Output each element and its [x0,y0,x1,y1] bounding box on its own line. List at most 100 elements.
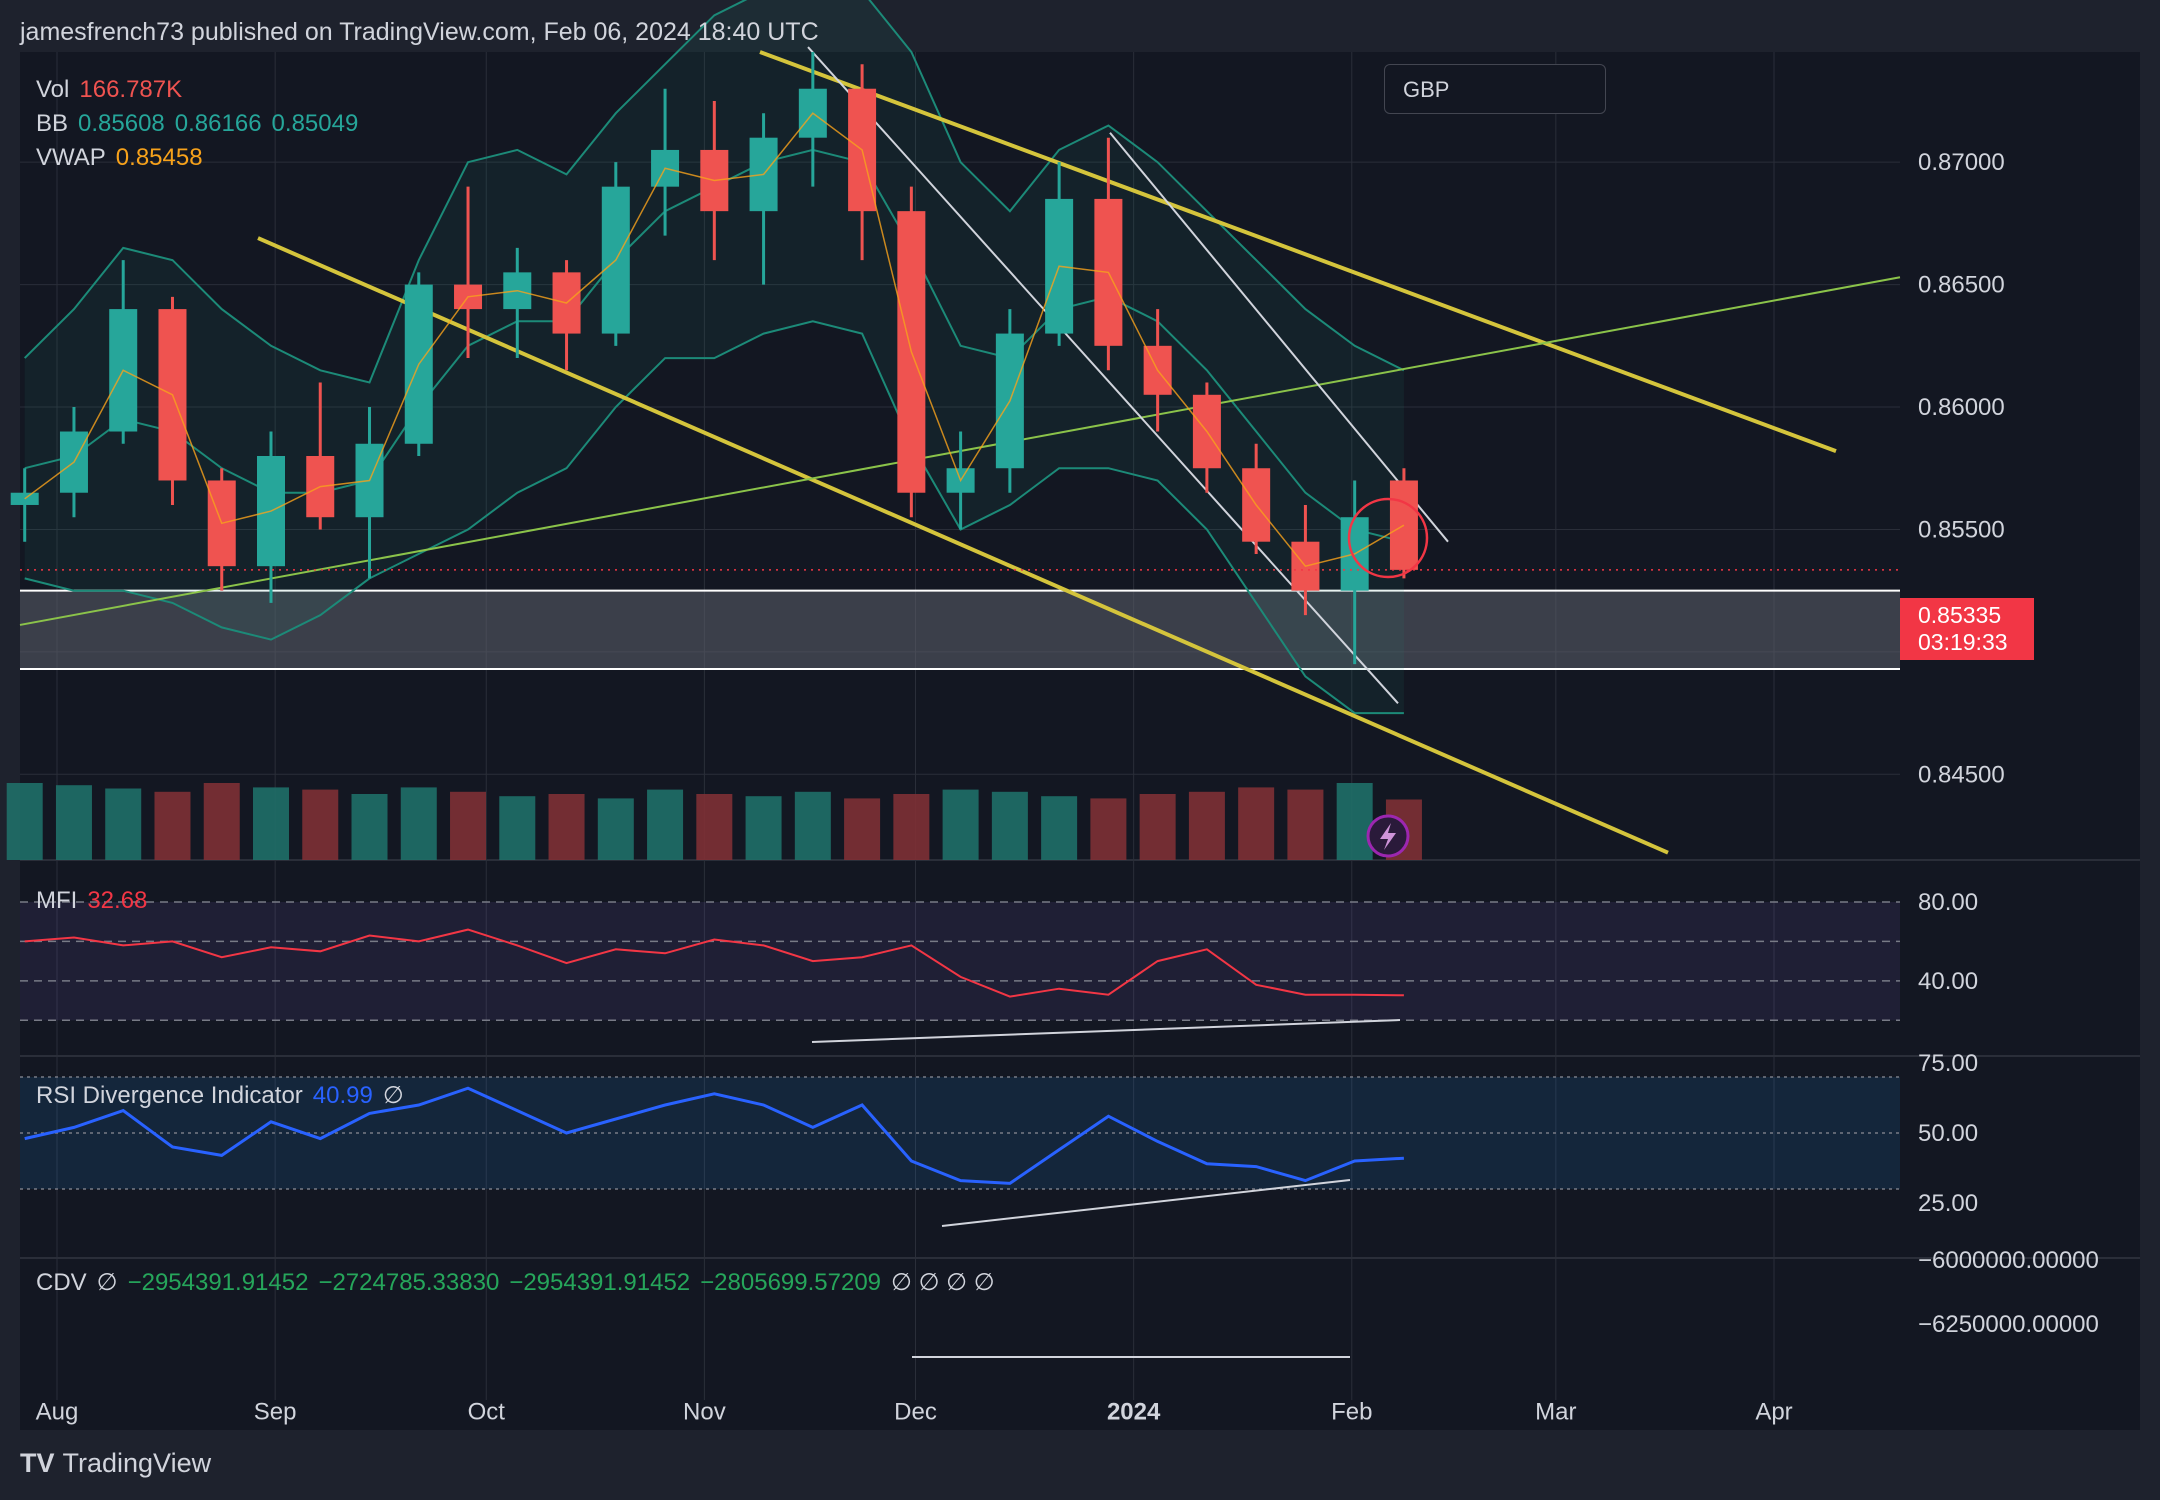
x-axis-tick: Feb [1331,1398,1372,1425]
legend-cdv-v3: −2954391.91452 [509,1269,691,1296]
x-axis-tick: 2024 [1107,1398,1161,1425]
volume-bar [1041,796,1078,860]
vwap-line [24,112,1405,568]
volume-bar [203,783,240,860]
legend-cdv-v2: −2724785.33830 [318,1269,500,1296]
channel-upper-line [759,50,1837,453]
volume-bar [499,796,536,860]
volume-bar [450,791,487,860]
volume-bar [942,789,979,860]
volume-bar [745,796,782,860]
price-axis-tick: 0.87000 [1918,149,2005,176]
volume-bar [351,794,388,860]
x-axis-tick: Aug [36,1398,79,1425]
legend-rsi-null: ∅ [382,1082,404,1109]
volume-bar [844,798,881,860]
mfi-divergence-line [811,1019,1401,1043]
legend-mfi: MFI 32.68 [36,887,157,915]
volume-bar [1139,794,1176,860]
chart-bg [20,52,2140,1430]
volume-bar [1188,791,1225,860]
volume-bar [1287,789,1324,860]
legend-bb: BB 0.85608 0.86166 0.85049 [36,110,368,138]
x-axis-bg [20,1400,2140,1430]
x-axis-tick: Dec [894,1398,937,1425]
legend-bb-v2: 0.86166 [174,110,262,137]
publisher-header: jamesfrench73 published on TradingView.c… [20,18,819,46]
volume-bar [794,791,831,860]
legend-bb-v3: 0.85049 [271,110,359,137]
volume-bar [696,794,733,860]
mfi-band [20,902,1900,1021]
countdown-timer: 03:19:33 [1918,629,2008,655]
white-trendline-2 [1109,132,1449,543]
tradingview-name: TradingView [62,1448,212,1478]
volume-bar [6,783,43,860]
volume-bar [1238,787,1275,860]
candle-body [10,492,39,505]
mfi-axis-tick: 80.00 [1918,889,1978,916]
legend-rsi-label: RSI Divergence Indicator [36,1082,303,1109]
candle-body [1389,480,1418,570]
x-axis-tick: Sep [254,1398,297,1425]
mfi-axis-tick: 40.00 [1918,968,1978,995]
legend-bb-v1: 0.85608 [78,110,165,137]
volume-bar [154,791,191,860]
rsi-axis-tick: 75.00 [1918,1050,1978,1077]
volume-bar [55,785,92,860]
volume-bar [1090,798,1127,860]
legend-vol: Vol 166.787K [36,76,192,104]
legend-cdv-v1: −2954391.91452 [127,1269,309,1296]
legend-cdv-v4: −2805699.57209 [700,1269,882,1296]
tradingview-brand[interactable]: TV TradingView [20,1448,211,1479]
x-axis-tick: Nov [683,1398,726,1425]
currency-selector[interactable]: GBP [1384,64,1606,114]
rsi-axis-tick: 25.00 [1918,1190,1978,1217]
price-axis-tick: 0.86500 [1918,272,2005,299]
volume-bar [647,789,684,860]
volume-bar [893,794,930,860]
lightning-glyph [1380,823,1396,850]
volume-bar [252,787,289,860]
channel-lower-line [257,236,1669,855]
legend-mfi-value: 32.68 [87,887,148,914]
legend-vwap-label: VWAP [36,144,106,171]
cdv-axis-tick: −6250000.00000 [1918,1311,2099,1338]
volume-bar [400,787,437,860]
x-axis-tick: Apr [1755,1398,1792,1425]
volume-bar [105,788,142,860]
rsi-line [24,1086,1404,1185]
legend-rsi-value: 40.99 [312,1082,373,1109]
legend-cdv-label: CDV [36,1269,87,1296]
legend-vol-value: 166.787K [79,76,183,103]
price-axis-tick: 0.85500 [1918,516,2005,543]
support-zone [20,590,1900,670]
legend-vwap-value: 0.85458 [115,144,203,171]
price-axis-tick: 0.84500 [1918,761,2005,788]
x-axis-tick: Oct [468,1398,506,1425]
white-trendline-1 [807,46,1399,704]
price-axis-tick: 0.86000 [1918,394,2005,421]
legend-bb-label: BB [36,110,69,137]
tradingview-logo: TV [20,1448,55,1478]
bollinger-lower [24,320,1404,715]
volume-bar [991,791,1028,860]
volume-bar [1336,783,1373,860]
legend-vol-label: Vol [36,76,70,103]
legend-rsi: RSI Divergence Indicator 40.99 ∅ [36,1081,414,1110]
mfi-line [24,928,1404,998]
rsi-axis-tick: 50.00 [1918,1120,1978,1147]
cdv-axis-tick: −6000000.00000 [1918,1247,2099,1274]
last-price-value: 0.85335 [1918,602,2002,628]
volume-bar [302,789,339,860]
legend-mfi-label: MFI [36,887,78,914]
last-price-tag: 0.85335 03:19:33 [1900,598,2034,660]
highlight-circle [1347,497,1429,579]
legend-cdv-null: ∅ [96,1269,118,1296]
volume-bar [548,794,585,860]
rsi-divergence-line [941,1179,1351,1227]
x-axis-tick: Mar [1535,1398,1576,1425]
bollinger-upper [23,0,1405,384]
volume-bar [597,798,634,860]
